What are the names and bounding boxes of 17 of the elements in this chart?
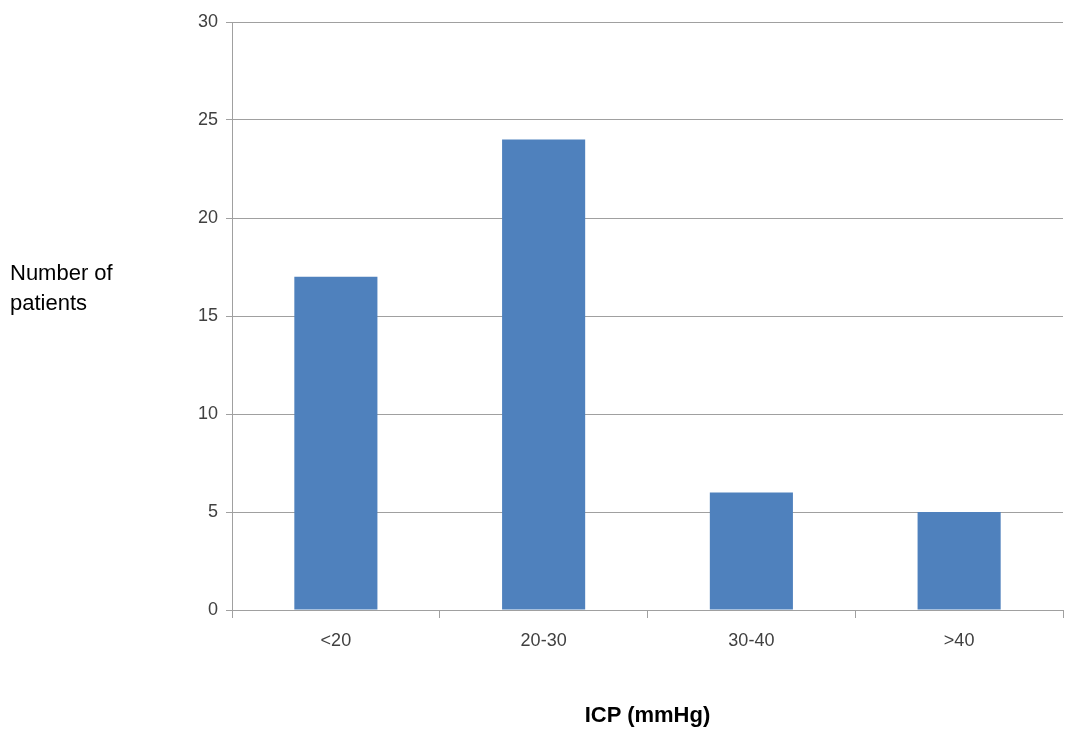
y-tick-label: 20 bbox=[197, 206, 218, 227]
y-tick-label: 30 bbox=[197, 10, 218, 31]
y-axis-title: Number of patients bbox=[10, 259, 114, 317]
x-tick-label: >40 bbox=[943, 629, 975, 650]
x-axis-title: ICP (mmHg) bbox=[583, 702, 712, 728]
x-tick-label: 30-40 bbox=[728, 629, 775, 650]
y-tick-label: 25 bbox=[197, 108, 218, 129]
y-tick-label: 5 bbox=[207, 500, 218, 521]
bar bbox=[502, 139, 586, 610]
bar bbox=[294, 276, 378, 610]
bar bbox=[917, 512, 1001, 610]
x-tick-label: 20-30 bbox=[520, 629, 567, 650]
bar bbox=[709, 492, 793, 610]
y-tick-label: 10 bbox=[197, 402, 218, 423]
x-tick-label: <20 bbox=[320, 629, 352, 650]
y-tick-label: 0 bbox=[207, 598, 218, 619]
y-tick-label: 15 bbox=[197, 304, 218, 325]
